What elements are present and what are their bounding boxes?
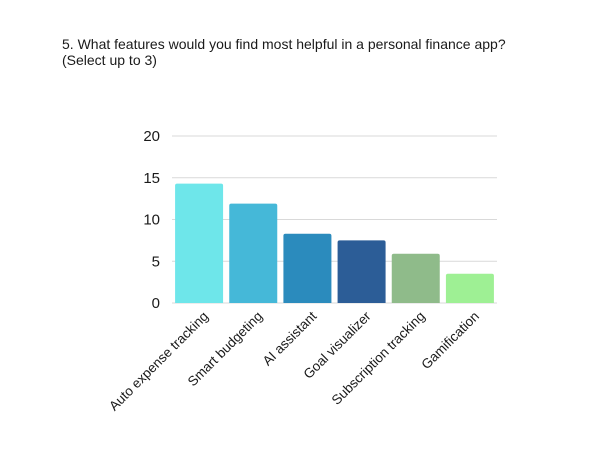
y-tick-label-0: 0	[152, 295, 160, 312]
x-label-auto-expense-tracking: Auto expense tracking	[106, 309, 211, 414]
bar-goal-visualizer	[337, 240, 386, 303]
bars	[175, 183, 494, 303]
x-label-ai-assistant: AI assistant	[260, 308, 320, 368]
bar-ai-assistant	[283, 233, 332, 303]
x-label-gamification: Gamification	[418, 309, 482, 373]
grid-lines	[172, 135, 497, 304]
bar-auto-expense-tracking	[175, 183, 224, 303]
bar-smart-budgeting	[229, 203, 278, 303]
question-line-2: (Select up to 3)	[62, 52, 157, 68]
x-label-subscription-tracking: Subscription tracking	[329, 309, 428, 408]
y-tick-label-15: 15	[143, 170, 160, 187]
y-tick-label-10: 10	[143, 212, 160, 229]
bar-subscription-tracking	[391, 253, 440, 303]
question-line-1: 5. What features would you find most hel…	[62, 36, 506, 52]
y-tick-label-20: 20	[143, 128, 160, 145]
y-axis-ticks: 0 5 10 15 20	[143, 128, 160, 312]
y-tick-label-5: 5	[152, 253, 160, 270]
bar-gamification	[445, 273, 494, 303]
question-title: 5. What features would you find most hel…	[62, 36, 582, 68]
